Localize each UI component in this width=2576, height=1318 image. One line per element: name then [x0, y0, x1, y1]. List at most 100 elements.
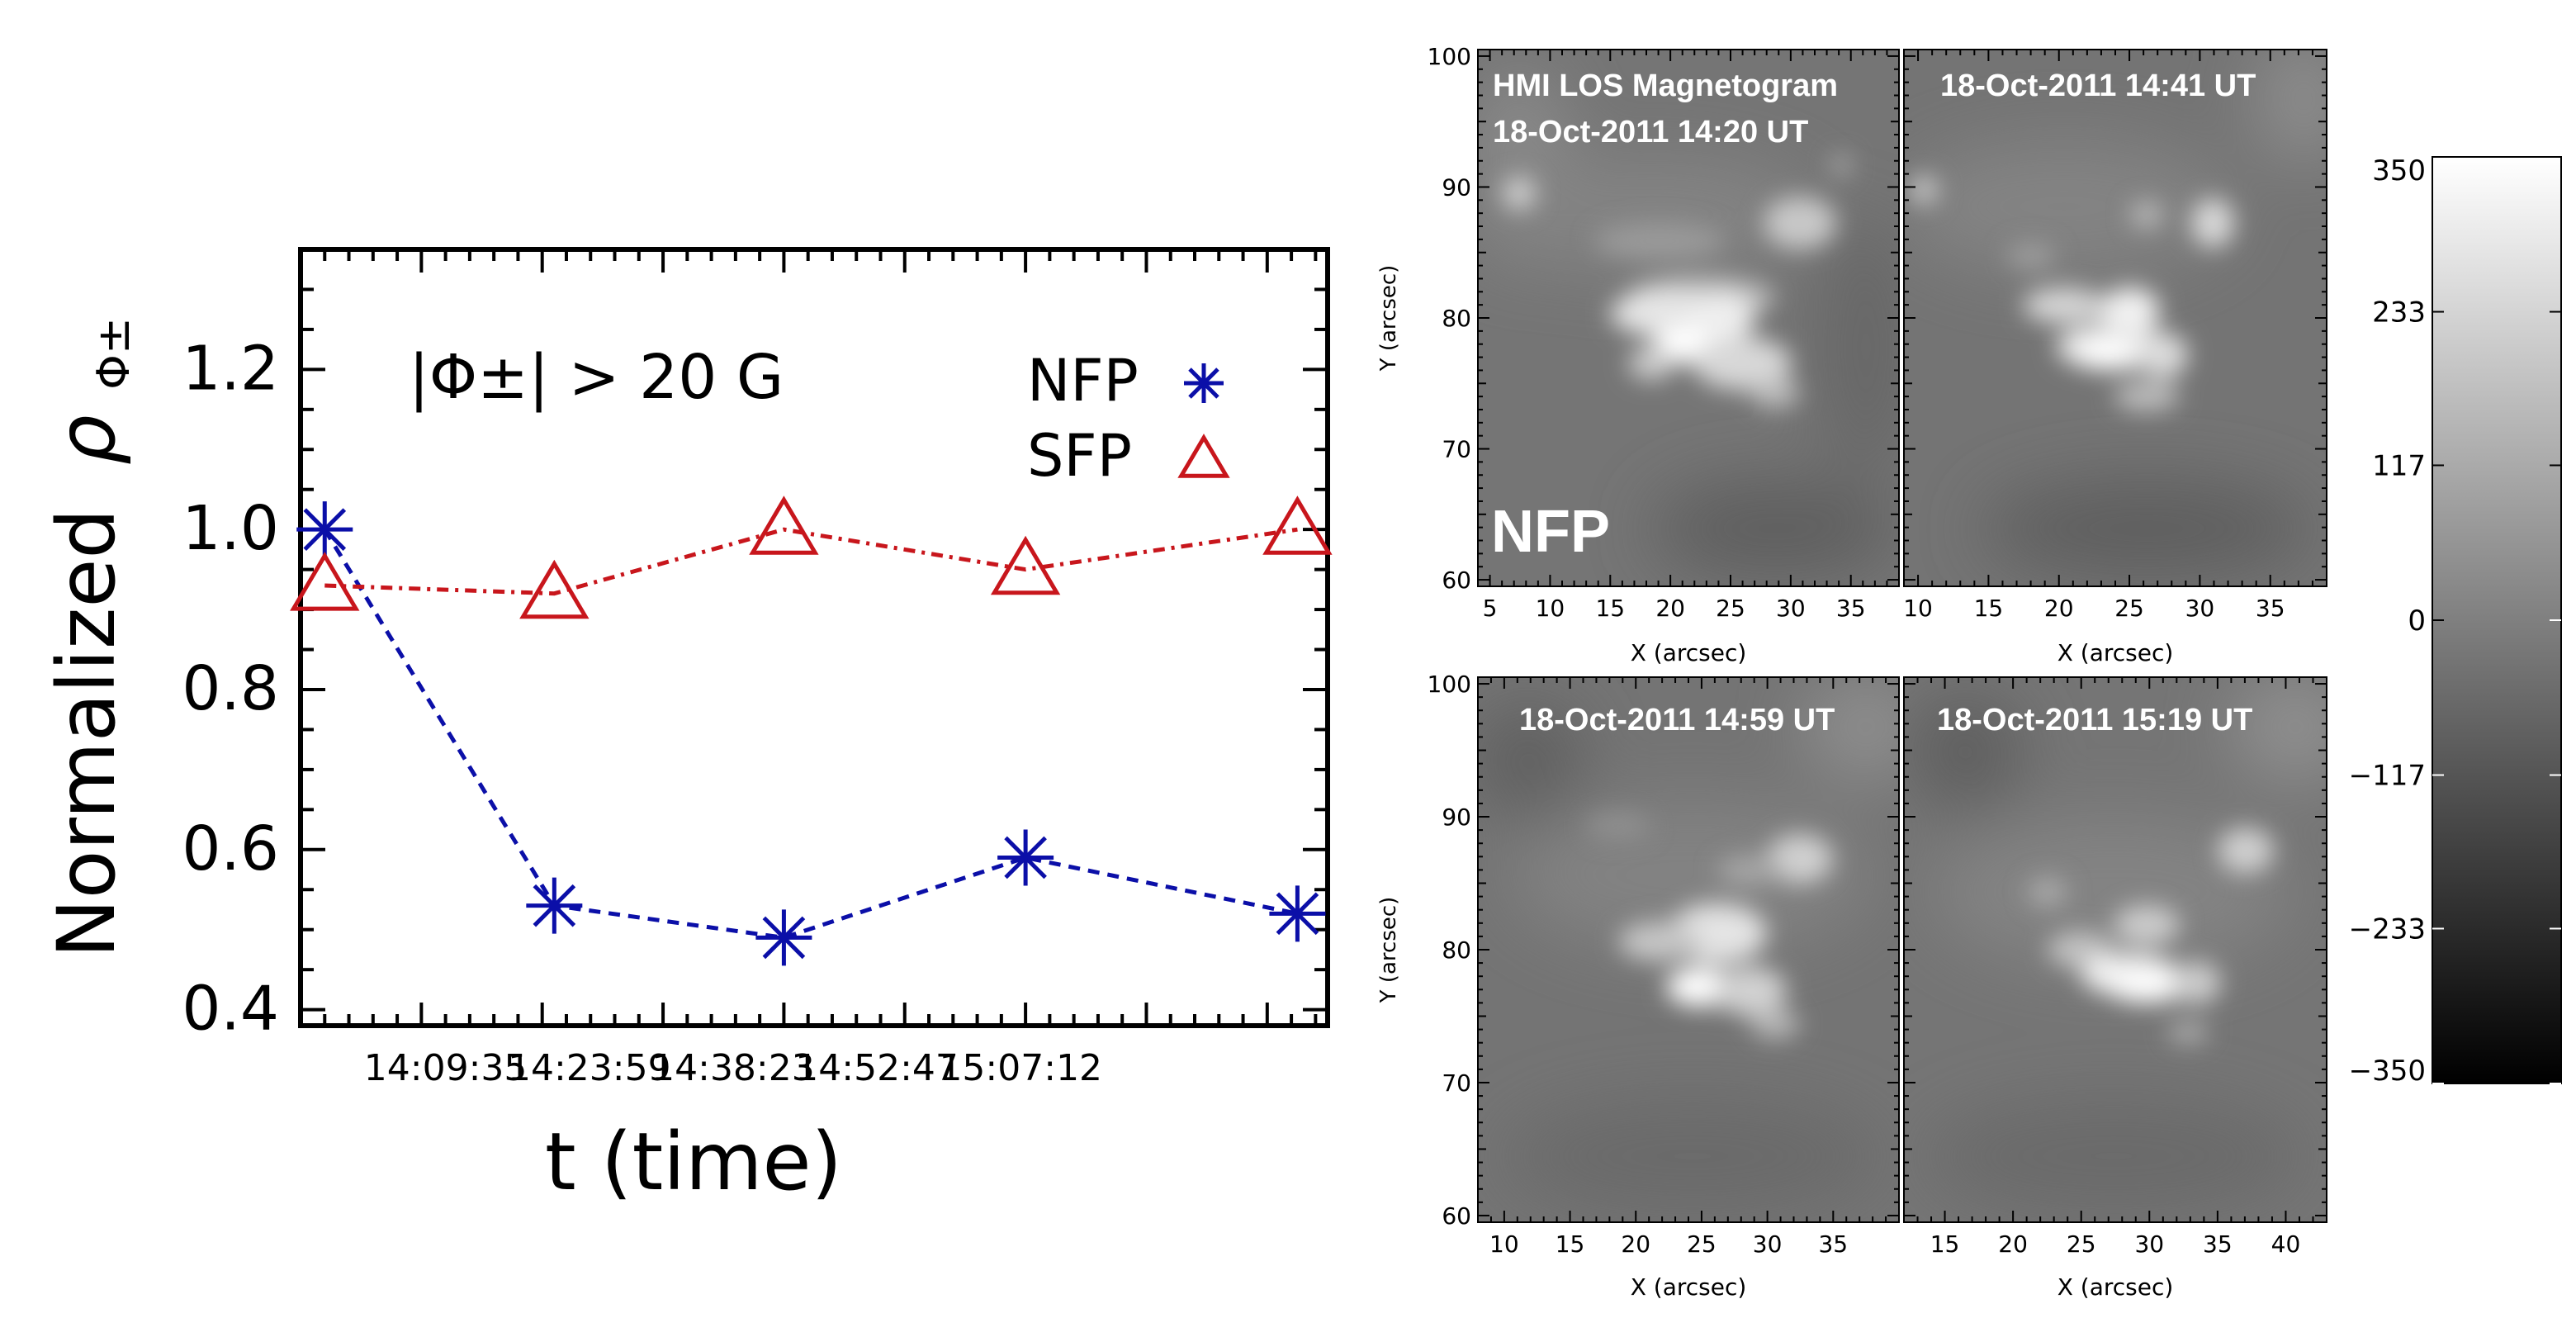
- magnetogram-y-tick-label: 60: [1442, 567, 1471, 594]
- magnetogram-panel-4: 18-Oct-2011 15:19 UT: [1904, 677, 2327, 1222]
- magnetogram-x-tick-label: 20: [1998, 1230, 2028, 1258]
- magnetogram-ylabel-1: Y (arcsec): [1376, 265, 1401, 372]
- y-tick-label: 0.6: [182, 813, 279, 884]
- x-tick-label: 14:38:23: [651, 1047, 815, 1089]
- magnetogram-y-tick-label: 70: [1442, 436, 1471, 463]
- magnetogram-x-tick-label: 30: [1776, 595, 1806, 622]
- x-tick-label: 15:07:12: [939, 1047, 1102, 1089]
- magnetogram-x-tick-label: 15: [1595, 595, 1625, 622]
- magnetogram-x-tick-label: 20: [1655, 595, 1685, 622]
- magnetogram-y-tick-label: 70: [1442, 1069, 1471, 1097]
- colorbar-tick-label: −233: [2349, 913, 2426, 946]
- magnetogram-x-tick-label: 30: [2134, 1230, 2164, 1258]
- magnetogram-x-tick-label: 15: [1556, 1230, 1585, 1258]
- colorbar-tick-label: 350: [2372, 154, 2426, 187]
- x-tick-label: 14:23:59: [508, 1047, 671, 1089]
- magnetogram-x-tick-label: 25: [1716, 595, 1745, 622]
- plot-frame: [298, 247, 1330, 1028]
- legend-triangle-icon: [1177, 434, 1230, 478]
- magnetogram-x-tick-label: 30: [1753, 1230, 1783, 1258]
- data-point-nfp: [755, 909, 812, 966]
- magnetogram-panel-1-title: 18-Oct-2011 14:20 UT: [1493, 115, 1808, 149]
- x-tick-label: 14:09:35: [364, 1047, 528, 1089]
- data-point-sfp: [990, 535, 1061, 595]
- magnetogram-xlabel-4: X (arcsec): [2057, 1273, 2174, 1301]
- magnetogram-y-tick-label: 80: [1442, 305, 1471, 332]
- legend-label-sfp: SFP: [1027, 422, 1132, 490]
- magnetogram-x-tick-label: 35: [1818, 1230, 1848, 1258]
- legend-asterisk-icon: [1184, 363, 1224, 403]
- magnetogram-x-tick-label: 5: [1483, 595, 1498, 622]
- colorbar-tick-label: 233: [2372, 296, 2426, 330]
- data-point-nfp: [526, 877, 583, 934]
- magnetogram-panel-2: 18-Oct-2011 14:41 UT: [1904, 50, 2327, 586]
- svg-text:Normalized ρ Φ: Normalized ρ Φ±: [40, 317, 140, 958]
- data-point-sfp: [749, 495, 819, 555]
- magnetogram-x-tick-label: 15: [1930, 1230, 1960, 1258]
- magnetogram-panel-4-title: 18-Oct-2011 15:19 UT: [1937, 703, 2252, 737]
- legend-marker-sfp: [1177, 434, 1230, 478]
- magnetogram-x-tick-label: 40: [2271, 1230, 2301, 1258]
- magnetogram-x-tick-label: 25: [2067, 1230, 2096, 1258]
- magnetogram-x-tick-label: 35: [2203, 1230, 2233, 1258]
- y-axis-label-rho: ρ: [40, 415, 133, 465]
- colorbar-tick-label: −117: [2349, 760, 2426, 793]
- magnetogram-x-tick-label: 30: [2185, 595, 2215, 622]
- magnetogram-x-tick-label: 25: [1687, 1230, 1717, 1258]
- magnetogram-xlabel-1: X (arcsec): [1631, 639, 1747, 666]
- magnetogram-x-tick-label: 35: [1836, 595, 1866, 622]
- x-tick-label: 14:52:47: [795, 1047, 959, 1089]
- magnetogram-axes: 5 10 15 20 25 30 35 60 70 80 90 100 10 15 20 25 30 35 10 15…: [1428, 43, 2327, 1258]
- nfp-label: NFP: [1491, 499, 1610, 565]
- magnetogram-xlabel-3: X (arcsec): [1631, 1273, 1747, 1301]
- series-line-nfp: [323, 528, 1298, 940]
- magnetogram-y-tick-label: 80: [1442, 936, 1471, 964]
- y-tick-label: 0.4: [182, 974, 279, 1045]
- plot-annotation: |Φ±| > 20 G: [409, 342, 784, 413]
- legend-marker-nfp: [1184, 363, 1224, 403]
- magnetogram-y-tick-label: 100: [1428, 671, 1471, 698]
- data-point-nfp: [296, 501, 353, 558]
- y-tick-label: 1.0: [182, 493, 279, 564]
- y-axis-label-sub: Φ±: [88, 317, 140, 390]
- data-point-sfp: [290, 552, 360, 611]
- magnetogram-x-tick-label: 10: [1536, 595, 1565, 622]
- magnetogram-x-tick-label: 10: [1903, 595, 1933, 622]
- colorbar-tick-label: 117: [2372, 449, 2426, 482]
- data-point-nfp: [1269, 885, 1326, 942]
- magnetogram-x-tick-label: 15: [1974, 595, 2004, 622]
- y-axis-label: Normalized ρ Φ±: [40, 317, 140, 958]
- y-axis-label-main: Normalized: [40, 509, 133, 958]
- magnetogram-y-tick-label: 100: [1428, 43, 1471, 70]
- magnetogram-y-tick-label: 90: [1442, 804, 1471, 831]
- magnetogram-panel-1: HMI LOS Magnetogram 18-Oct-2011 14:20 UT…: [1478, 50, 1899, 586]
- line-chart: 0.40.60.81.01.214:09:3514:23:5914:38:231…: [40, 247, 1333, 1208]
- magnetogram-y-tick-label: 90: [1442, 173, 1471, 201]
- magnetogram-panel-2-title: 18-Oct-2011 14:41 UT: [1940, 69, 2256, 103]
- data-point-sfp: [1262, 495, 1333, 555]
- y-tick-label: 1.2: [182, 333, 279, 404]
- y-tick-label: 0.8: [182, 653, 279, 724]
- colorbar-tick-label: 0: [2408, 604, 2426, 638]
- magnetogram-grid: HMI LOS Magnetogram 18-Oct-2011 14:20 UT…: [1376, 43, 2562, 1301]
- magnetogram-x-tick-label: 25: [2114, 595, 2144, 622]
- magnetogram-x-tick-label: 20: [1621, 1230, 1650, 1258]
- magnetogram-panel-3: 18-Oct-2011 14:59 UT: [1478, 677, 1899, 1222]
- data-point-sfp: [519, 559, 590, 619]
- magnetogram-ylabel-2: Y (arcsec): [1376, 897, 1401, 1004]
- x-axis-label: t (time): [545, 1116, 842, 1208]
- colorbar-tick-label: −350: [2349, 1055, 2426, 1088]
- magnetogram-x-tick-label: 20: [2044, 595, 2074, 622]
- series-line-sfp: [324, 527, 1298, 596]
- magnetogram-y-tick-label: 60: [1442, 1202, 1471, 1230]
- magnetogram-title-line1: HMI LOS Magnetogram: [1493, 69, 1838, 103]
- data-point-nfp: [997, 829, 1054, 886]
- magnetogram-panel-3-title: 18-Oct-2011 14:59 UT: [1519, 703, 1835, 737]
- magnetogram-x-tick-label: 35: [2256, 595, 2285, 622]
- colorbar: [2432, 156, 2562, 1084]
- magnetogram-x-tick-label: 10: [1489, 1230, 1519, 1258]
- legend-label-nfp: NFP: [1027, 347, 1139, 415]
- magnetogram-xlabel-2: X (arcsec): [2057, 639, 2174, 666]
- colorbar-ticks: 350 233 117 0 −117 −233 −350: [2349, 154, 2561, 1088]
